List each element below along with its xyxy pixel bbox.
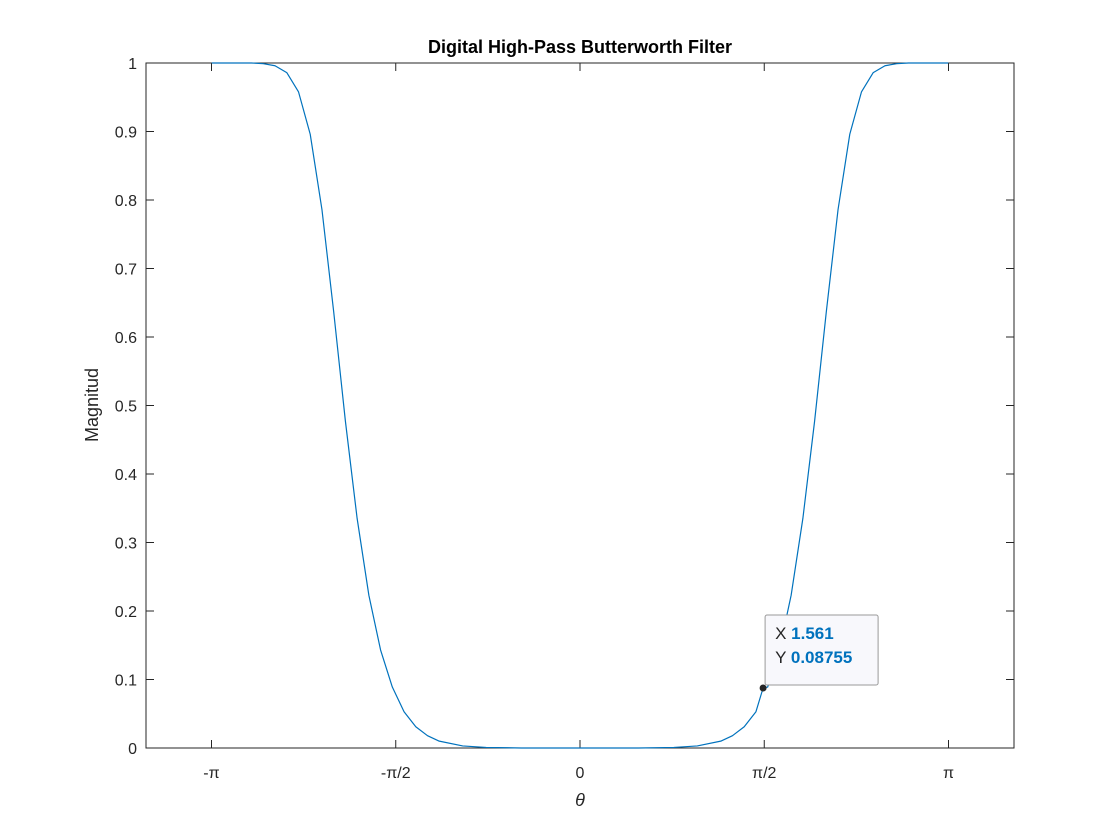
y-tick-label: 0.5 xyxy=(115,399,137,416)
y-axis: 0 0.1 0.2 0.3 0.4 0.5 0.6 0.7 0.8 0.9 1 xyxy=(115,56,1014,758)
x-axis: -π -π/2 0 π/2 π xyxy=(203,63,954,782)
x-axis-label: θ xyxy=(575,790,585,810)
x-tick-label: -π xyxy=(203,765,219,782)
x-tick-label: 0 xyxy=(576,765,585,782)
y-tick-label: 0.7 xyxy=(115,262,137,279)
series-line-0[interactable] xyxy=(211,62,949,749)
datatip-x-prefix: X xyxy=(775,624,791,643)
x-tick-label: π/2 xyxy=(752,765,776,782)
y-tick-label: 0.2 xyxy=(115,604,137,621)
datatip-marker[interactable] xyxy=(759,684,767,692)
y-tick-label: 0.4 xyxy=(115,467,137,484)
y-tick-label: 0.9 xyxy=(115,125,137,142)
datatip-y-row: Y 0.08755 xyxy=(775,648,852,667)
x-tick-label: -π/2 xyxy=(381,765,411,782)
datatip-y-prefix: Y xyxy=(775,648,791,667)
y-tick-label: 0.3 xyxy=(115,536,137,553)
datatip-x-value: 1.561 xyxy=(791,624,834,643)
y-tick-label: 0.6 xyxy=(115,330,137,347)
y-axis-label: Magnitud xyxy=(82,368,102,442)
y-tick-label: 0 xyxy=(128,741,137,758)
datatip-box xyxy=(764,614,879,686)
chart-title: Digital High-Pass Butterworth Filter xyxy=(428,37,732,57)
datatip-y-value: 0.08755 xyxy=(791,648,852,667)
datatip-x-row: X 1.561 xyxy=(775,624,834,643)
y-tick-label: 1 xyxy=(128,56,137,73)
y-tick-label: 0.1 xyxy=(115,673,137,690)
y-tick-label: 0.8 xyxy=(115,193,137,210)
series-layer xyxy=(211,62,949,749)
x-tick-label: π xyxy=(943,765,954,782)
plot-area[interactable] xyxy=(145,62,1015,749)
